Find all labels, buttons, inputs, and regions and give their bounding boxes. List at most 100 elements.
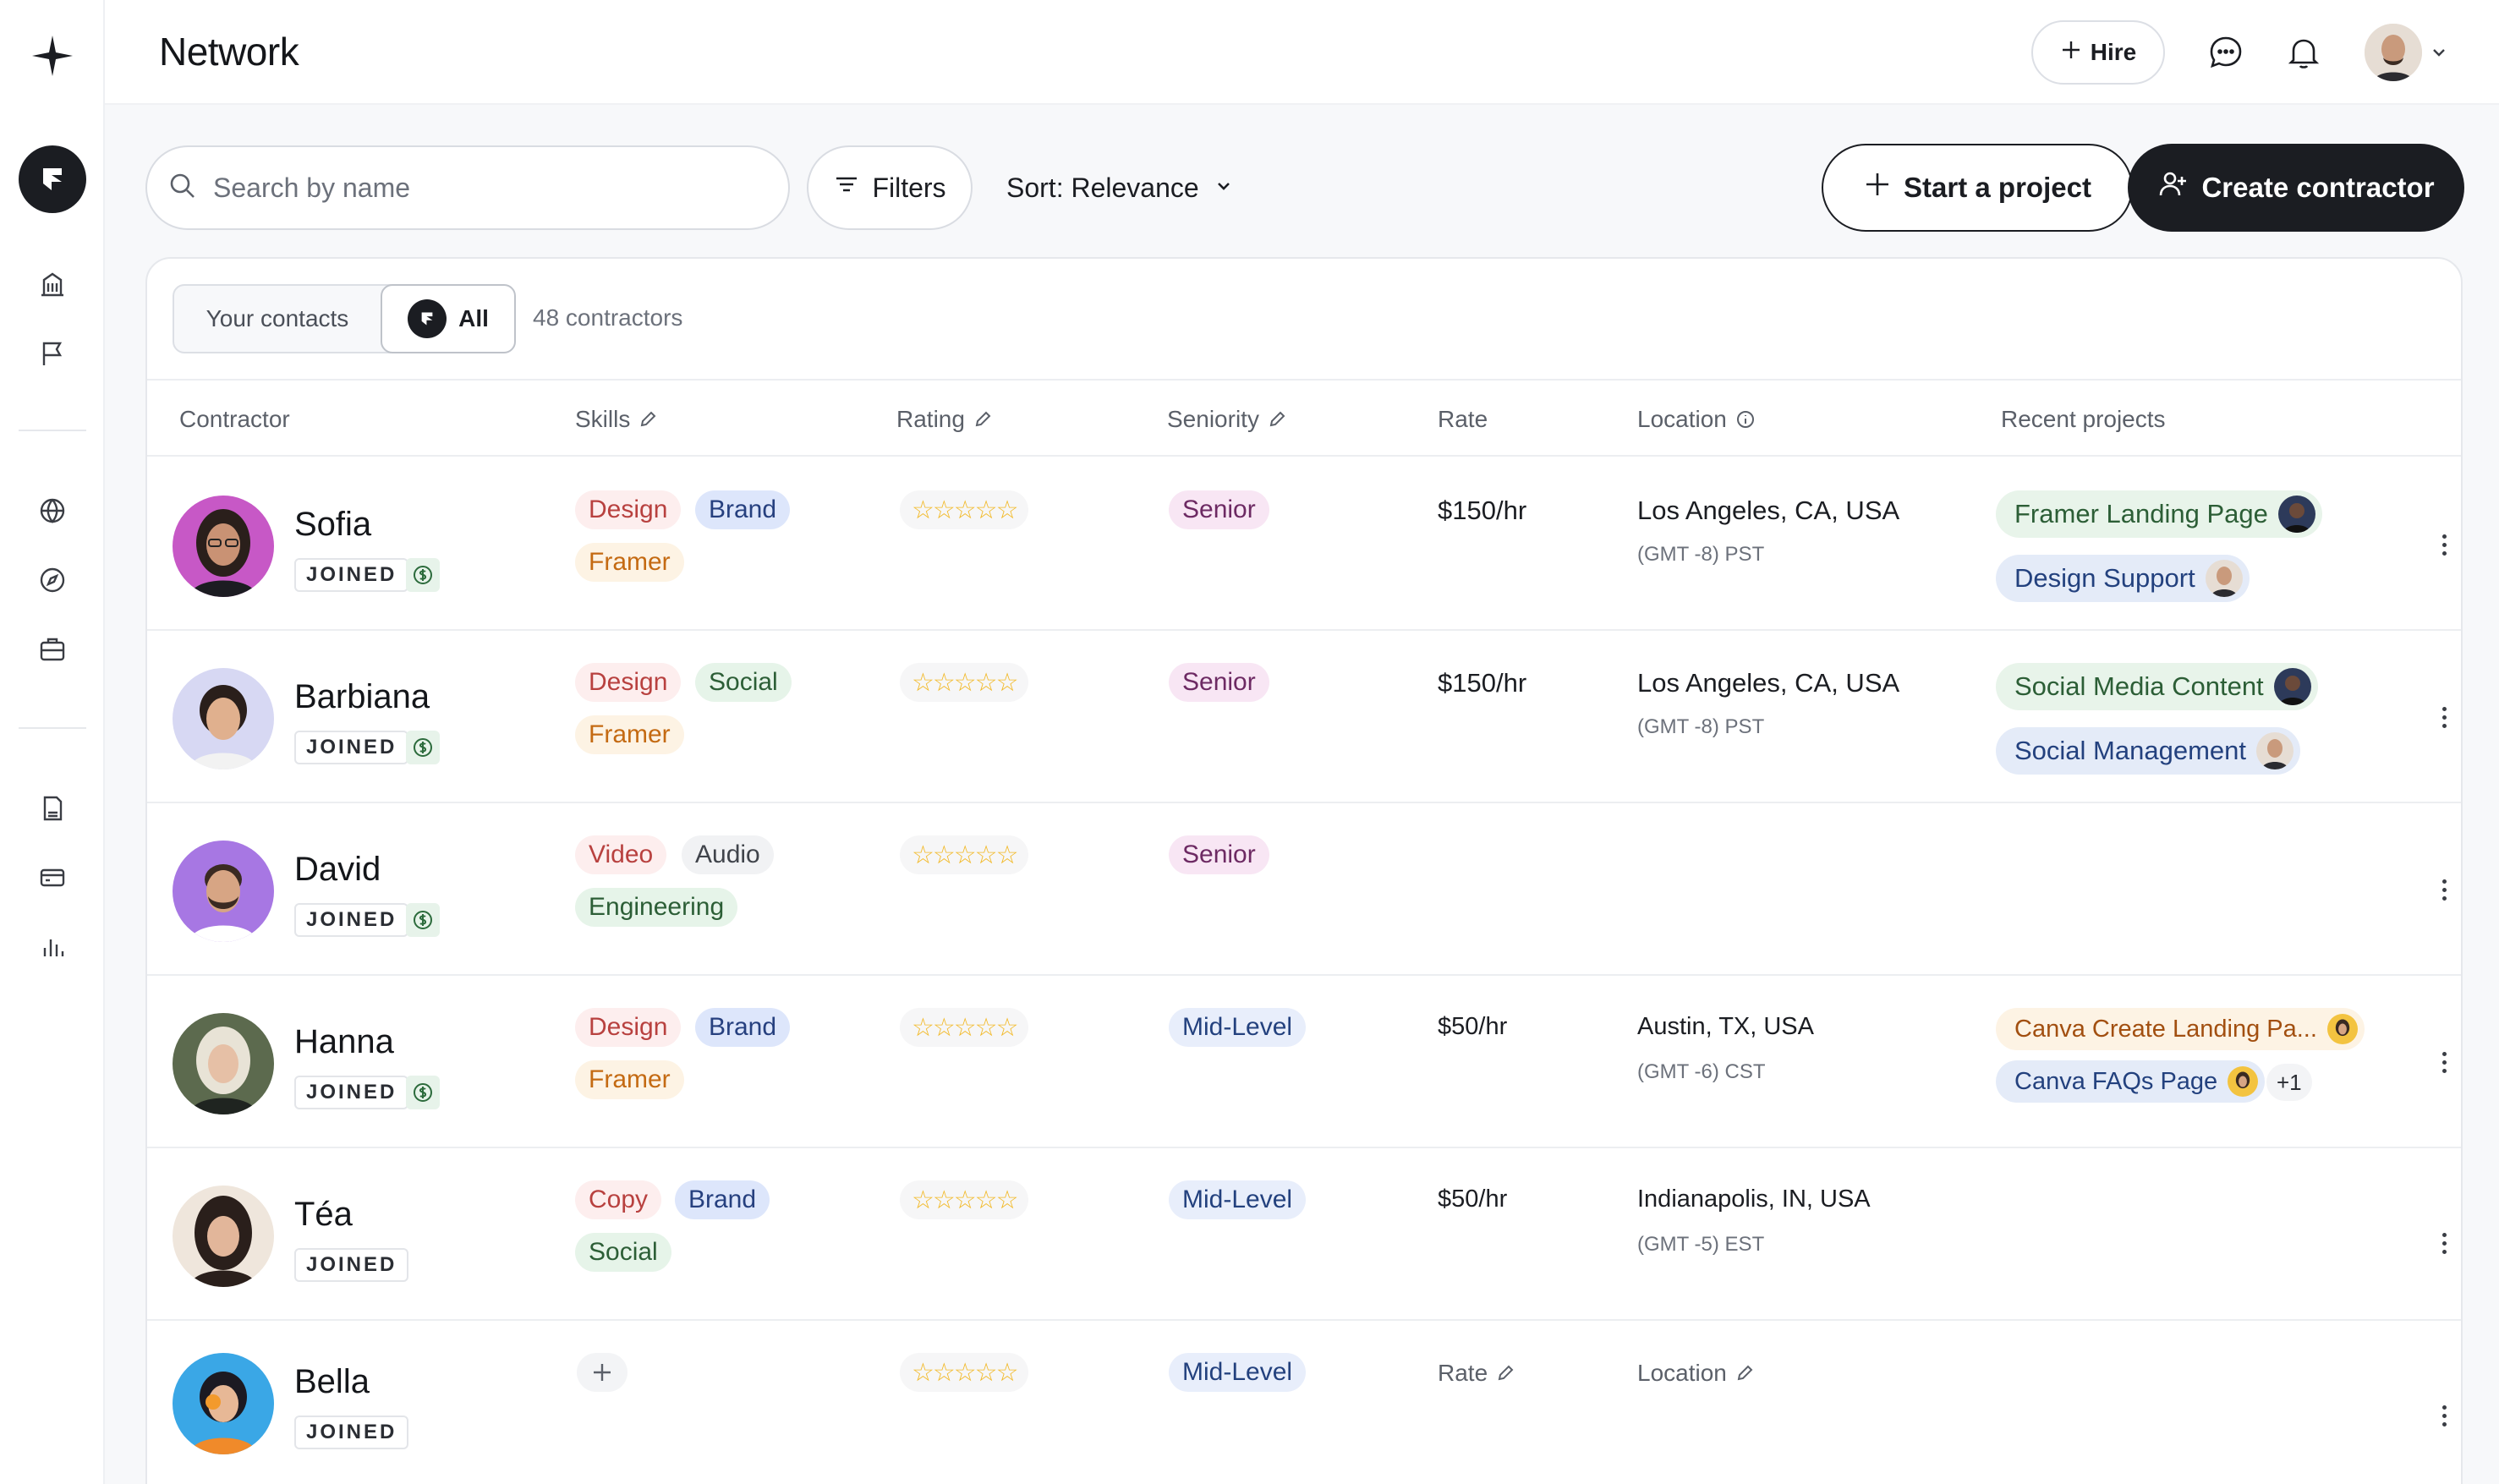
contractor-name: Barbiana	[294, 678, 430, 715]
avatar	[173, 1186, 274, 1287]
document-icon[interactable]	[36, 791, 69, 825]
start-project-label: Start a project	[1904, 172, 2091, 203]
contractor-name: Hanna	[294, 1023, 394, 1060]
contractor-name: David	[294, 851, 381, 888]
brand-icon[interactable]	[19, 145, 86, 213]
star-rating[interactable]: ☆☆☆☆☆	[900, 663, 1029, 702]
joined-badge: JOINED	[294, 1248, 409, 1282]
building-icon[interactable]	[36, 267, 69, 301]
search-field[interactable]	[145, 145, 790, 230]
table-row[interactable]: Sofia JOINED Design Brand Framer ☆☆☆☆☆ S…	[147, 458, 2461, 631]
avatar	[2228, 1066, 2259, 1097]
globe-icon[interactable]	[36, 494, 69, 528]
star-rating[interactable]: ☆☆☆☆☆	[900, 1353, 1029, 1392]
row-menu-button[interactable]	[2436, 700, 2452, 734]
dollar-icon	[406, 731, 440, 764]
add-skill-button[interactable]	[577, 1353, 627, 1392]
page-title: Network	[159, 30, 299, 74]
joined-badge: JOINED	[294, 1416, 409, 1449]
create-contractor-button[interactable]: Create contractor	[2128, 144, 2464, 232]
project-label: Design Support	[2014, 563, 2195, 593]
top-header: Network Hire	[105, 0, 2499, 105]
star-rating[interactable]: ☆☆☆☆☆	[900, 835, 1029, 874]
rate-value: $150/hr	[1438, 668, 1527, 698]
hire-button[interactable]: Hire	[2031, 20, 2165, 85]
create-contractor-label: Create contractor	[2201, 172, 2435, 203]
search-icon	[167, 171, 198, 205]
skill-tag: Brand	[695, 1008, 791, 1047]
user-avatar[interactable]	[2365, 24, 2422, 81]
brand-icon	[408, 299, 447, 338]
project-chip[interactable]: Design Support	[1996, 555, 2250, 602]
tab-all[interactable]: All	[381, 284, 516, 353]
contractors-table-card: Your contacts All 48 contractors Contrac…	[145, 257, 2463, 1484]
filters-button[interactable]: Filters	[807, 145, 973, 230]
contractor-name: Bella	[294, 1363, 370, 1400]
plus-icon	[594, 1364, 611, 1381]
project-chip[interactable]: Canva FAQs Page	[1996, 1060, 2266, 1103]
star-rating[interactable]: ☆☆☆☆☆	[900, 490, 1029, 529]
table-header: Contractor Skills Rating Seniority Rate …	[147, 379, 2461, 457]
pencil-icon	[1269, 411, 1285, 427]
contractor-count: 48 contractors	[533, 304, 683, 331]
project-chip[interactable]: Framer Landing Page	[1996, 490, 2322, 538]
sort-dropdown[interactable]: Sort: Relevance	[1006, 145, 1235, 230]
table-row[interactable]: Téa JOINED Copy Brand Social ☆☆☆☆☆ Mid-L…	[147, 1148, 2461, 1321]
header-seniority[interactable]: Seniority	[1167, 406, 1286, 433]
star-rating[interactable]: ☆☆☆☆☆	[900, 1008, 1029, 1047]
compass-icon[interactable]	[36, 563, 69, 597]
card-icon[interactable]	[36, 861, 69, 895]
search-input[interactable]	[213, 172, 737, 204]
chevron-down-icon[interactable]	[2427, 41, 2451, 64]
chat-icon[interactable]	[2207, 34, 2244, 71]
project-chip[interactable]: Social Media Content	[1996, 663, 2318, 710]
chart-icon[interactable]	[36, 930, 69, 964]
rate-edit-field[interactable]: Rate	[1438, 1360, 1515, 1387]
start-project-button[interactable]: Start a project	[1822, 144, 2133, 232]
star-rating[interactable]: ☆☆☆☆☆	[900, 1180, 1029, 1219]
header-rating[interactable]: Rating	[896, 406, 992, 433]
skill-tag: Audio	[682, 835, 774, 874]
avatar	[2326, 1014, 2358, 1044]
project-chip[interactable]: Social Management	[1996, 727, 2300, 775]
avatar	[2205, 560, 2243, 597]
main-content: Filters Sort: Relevance Start a project …	[105, 105, 2499, 1484]
table-row[interactable]: Barbiana JOINED Design Social Framer ☆☆☆…	[147, 631, 2461, 803]
joined-badge: JOINED	[294, 1076, 409, 1109]
avatar	[173, 1353, 274, 1454]
timezone-value: (GMT -8) PST	[1637, 715, 1765, 738]
plus-icon	[2060, 39, 2082, 67]
skill-tag: Video	[575, 835, 667, 874]
row-menu-button[interactable]	[2436, 1226, 2452, 1260]
tab-your-contacts[interactable]: Your contacts	[206, 305, 349, 331]
skill-tag: Brand	[695, 490, 791, 529]
row-menu-button[interactable]	[2436, 1399, 2452, 1432]
pencil-icon	[1498, 1365, 1514, 1381]
add-user-icon	[2157, 168, 2189, 207]
more-projects-badge[interactable]: +1	[2266, 1064, 2312, 1101]
table-row[interactable]: Hanna JOINED Design Brand Framer ☆☆☆☆☆ M…	[147, 976, 2461, 1148]
row-menu-button[interactable]	[2436, 873, 2452, 906]
contacts-segmented-control: Your contacts All	[173, 284, 516, 353]
skill-tag: Design	[575, 663, 682, 702]
flag-icon[interactable]	[36, 337, 69, 370]
row-menu-button[interactable]	[2436, 528, 2452, 561]
timezone-value: (GMT -6) CST	[1637, 1060, 1766, 1083]
table-row[interactable]: Bella JOINED ☆☆☆☆☆ Mid-Level Rate Locati…	[147, 1321, 2461, 1484]
avatar	[173, 668, 274, 769]
location-value: Indianapolis, IN, USA	[1637, 1186, 1871, 1213]
briefcase-icon[interactable]	[36, 632, 69, 666]
avatar	[173, 841, 274, 942]
rate-value: $150/hr	[1438, 496, 1527, 525]
bell-icon[interactable]	[2285, 34, 2322, 71]
sparkle-logo-icon[interactable]	[29, 32, 76, 79]
table-row[interactable]: David JOINED Video Audio Engineering ☆☆☆…	[147, 803, 2461, 976]
header-skills[interactable]: Skills	[575, 406, 657, 433]
location-edit-field[interactable]: Location	[1637, 1360, 1754, 1387]
row-menu-button[interactable]	[2436, 1045, 2452, 1079]
seniority-badge: Senior	[1169, 663, 1269, 702]
seniority-badge: Senior	[1169, 835, 1269, 874]
header-recent-projects: Recent projects	[2001, 406, 2166, 432]
project-chip[interactable]: Canva Create Landing Pa...	[1996, 1008, 2365, 1050]
seniority-badge: Mid-Level	[1169, 1353, 1307, 1392]
